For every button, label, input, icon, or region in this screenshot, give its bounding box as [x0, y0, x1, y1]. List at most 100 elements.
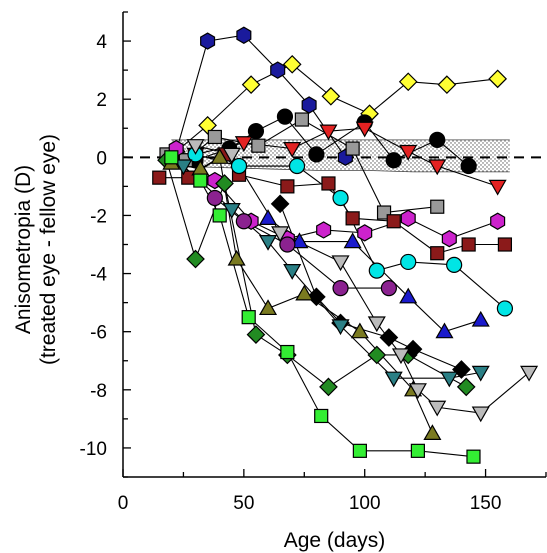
- data-point-triangle-down: [471, 406, 490, 423]
- data-point-circle: [368, 262, 385, 279]
- data-point-square: [212, 208, 227, 223]
- data-point-square: [314, 408, 329, 424]
- data-point-circle: [332, 279, 349, 297]
- data-point-square: [410, 443, 425, 458]
- y-tick-label: 2: [96, 90, 107, 111]
- data-point-circle: [288, 157, 306, 175]
- data-point-diamond: [307, 287, 326, 307]
- y-tick-label: -2: [90, 206, 107, 227]
- x-tick-label: 0: [118, 493, 129, 514]
- data-point-triangle-up: [399, 287, 418, 304]
- data-point-diamond: [437, 75, 457, 95]
- y-axis-title: Anisometropia (D): [12, 165, 35, 334]
- data-point-square: [207, 129, 222, 145]
- data-point-triangle-down: [258, 234, 278, 251]
- data-point-circle: [460, 157, 477, 175]
- data-point-circle: [496, 300, 514, 317]
- data-point-circle: [446, 256, 463, 273]
- y-tick-label: -8: [90, 381, 107, 402]
- data-point-triangle-down: [271, 226, 290, 243]
- data-point-triangle-up: [343, 232, 362, 249]
- data-point-triangle-down: [283, 141, 302, 158]
- data-point-diamond: [319, 377, 338, 397]
- data-point-triangle-down: [428, 159, 447, 176]
- data-point-square: [251, 138, 266, 153]
- data-point-circle: [400, 253, 417, 271]
- data-point-diamond: [215, 174, 234, 193]
- data-point-diamond: [186, 249, 205, 269]
- data-point-square: [466, 449, 481, 464]
- y-tick-label: -6: [90, 323, 107, 344]
- data-point-triangle-down: [174, 159, 193, 176]
- x-tick-label: 100: [349, 493, 381, 514]
- data-point-square: [321, 176, 336, 191]
- data-point-triangle-down: [471, 365, 490, 382]
- data-point-hexagon: [301, 96, 317, 114]
- data-point-square: [345, 141, 360, 156]
- data-point-triangle-up: [258, 209, 278, 225]
- axes: [122, 11, 547, 478]
- data-point-triangle-up: [471, 310, 490, 327]
- data-point-square: [280, 344, 295, 360]
- data-point-square: [386, 214, 401, 229]
- data-point-triangle-up: [350, 322, 369, 339]
- x-tick-label: 50: [233, 493, 254, 514]
- tick-labels: 4 2 0 -2 -4 -6 -8 -10 0 50 100 150: [80, 32, 502, 514]
- data-point-triangle-down: [384, 371, 403, 388]
- data-point-square: [152, 170, 167, 185]
- data-point-triangle-down: [367, 316, 386, 333]
- data-point-square: [193, 173, 208, 188]
- data-point-diamond: [456, 377, 476, 397]
- y-tick-label: -10: [80, 439, 107, 460]
- data-point-triangle-down: [399, 144, 418, 161]
- data-point-square: [461, 237, 476, 252]
- x-tick-label: 150: [470, 493, 502, 514]
- x-axis-title: Age (days): [284, 529, 386, 552]
- data-point-diamond: [452, 360, 471, 379]
- data-point-triangle-down: [440, 371, 459, 388]
- data-point-hexagon: [400, 209, 416, 228]
- data-point-triangle-up: [423, 424, 442, 441]
- data-point-square: [164, 150, 179, 165]
- data-point-circle: [332, 189, 349, 207]
- data-point-hexagon: [270, 61, 286, 79]
- data-point-triangle-down: [488, 179, 507, 196]
- data-point-square: [352, 443, 367, 458]
- data-point-square: [497, 237, 513, 252]
- series-line-1: [175, 34, 346, 158]
- data-point-triangle-up: [258, 299, 278, 316]
- data-point-triangle-up: [227, 249, 246, 266]
- data-point-hexagon: [357, 224, 373, 242]
- data-point-diamond: [246, 325, 266, 344]
- data-point-circle: [429, 131, 446, 148]
- data-point-diamond: [488, 69, 508, 89]
- data-point-circle: [385, 152, 402, 169]
- data-point-hexagon: [441, 229, 457, 248]
- data-point-triangle-down: [222, 203, 241, 219]
- y-tick-label: 0: [96, 148, 107, 169]
- data-point-triangle-down: [355, 121, 374, 138]
- data-point-triangle-down: [331, 319, 350, 336]
- data-point-circle: [308, 146, 325, 163]
- data-point-diamond: [241, 75, 261, 95]
- data-point-triangle-down: [283, 264, 302, 280]
- data-point-diamond: [282, 54, 302, 74]
- data-point-hexagon: [316, 221, 332, 239]
- data-point-triangle-down: [234, 136, 253, 152]
- series-line-12: [279, 203, 462, 370]
- data-point-triangle-down: [408, 383, 427, 400]
- data-point-diamond: [367, 345, 387, 365]
- data-point-triangle-down: [222, 147, 241, 164]
- data-point-circle: [235, 213, 252, 230]
- data-point-square: [430, 199, 445, 214]
- data-point-triangle-down: [520, 365, 539, 382]
- data-point-hexagon: [200, 32, 216, 50]
- data-point-square: [280, 179, 295, 194]
- y-tick-label: -4: [90, 265, 107, 286]
- data-point-hexagon: [490, 212, 506, 230]
- data-point-triangle-up: [435, 322, 454, 339]
- data-point-triangle-down: [186, 139, 205, 155]
- series-line-3: [171, 115, 470, 167]
- data-point-diamond: [398, 72, 418, 92]
